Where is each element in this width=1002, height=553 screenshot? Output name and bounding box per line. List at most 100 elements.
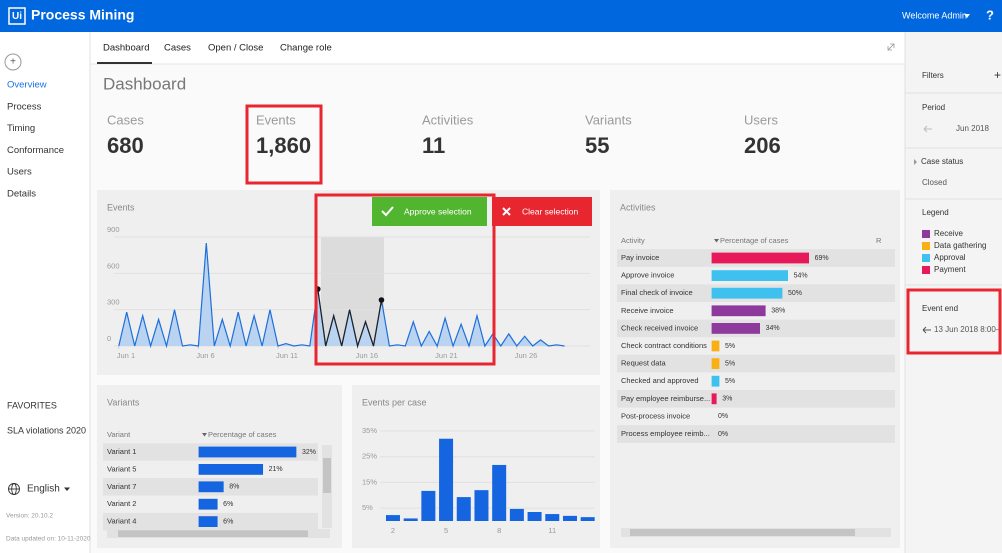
- expand-icon[interactable]: [887, 43, 895, 51]
- bar: [545, 514, 560, 521]
- x-tick-label: 8: [497, 526, 501, 535]
- column-header[interactable]: R: [876, 236, 882, 245]
- welcome[interactable]: Welcome Admin: [902, 10, 967, 20]
- nav-item[interactable]: Overview: [7, 80, 47, 91]
- tab[interactable]: Open / Close: [208, 43, 263, 54]
- back-arrow[interactable]: [922, 326, 931, 334]
- filters-title: Filters: [922, 71, 944, 80]
- value-label: 69%: [815, 255, 829, 262]
- help[interactable]: ?: [986, 7, 994, 22]
- favorite-item[interactable]: SLA violations 2020: [7, 425, 86, 435]
- row-label[interactable]: Post-process invoice: [621, 411, 690, 420]
- row-label[interactable]: Pay invoice: [621, 253, 659, 262]
- row-label[interactable]: Checked and approved: [621, 376, 699, 385]
- row-label[interactable]: Check contract conditions: [621, 341, 707, 350]
- version: Version: 20.10.2: [6, 513, 53, 520]
- dropdown-icon[interactable]: [64, 487, 70, 492]
- row-label[interactable]: Variant 2: [107, 499, 136, 508]
- bar: [527, 512, 542, 521]
- expand-arrow[interactable]: [914, 159, 917, 165]
- globe-icon[interactable]: [8, 483, 20, 495]
- tab[interactable]: Dashboard: [103, 43, 149, 54]
- kpi-label: Cases: [107, 112, 144, 127]
- nav-item[interactable]: Process: [7, 101, 42, 112]
- column-header[interactable]: Activity: [621, 236, 645, 245]
- row-label[interactable]: Check received invoice: [621, 323, 698, 332]
- sort-icon[interactable]: [714, 239, 719, 243]
- chart-title: Variants: [107, 397, 140, 407]
- close-icon[interactable]: [502, 207, 511, 216]
- row-label[interactable]: Variant 5: [107, 464, 136, 473]
- nav-item[interactable]: Details: [7, 189, 36, 200]
- bar: [474, 490, 489, 521]
- legend-label: Payment: [934, 265, 966, 274]
- approve-button[interactable]: [372, 197, 487, 226]
- row-label[interactable]: Variant 7: [107, 482, 136, 491]
- y-tick-label: 600: [107, 261, 120, 270]
- nav-item[interactable]: Timing: [7, 123, 35, 134]
- scroll-thumb[interactable]: [630, 529, 855, 536]
- value-label: 5%: [725, 378, 735, 385]
- case-status-title: Case status: [921, 157, 963, 166]
- kpi-value: 11: [422, 133, 445, 158]
- scroll-thumb[interactable]: [118, 530, 308, 537]
- bar: [711, 305, 766, 317]
- value-label: 54%: [794, 272, 808, 279]
- row-label[interactable]: Pay employee reimburse...: [621, 394, 710, 403]
- row-label[interactable]: Request data: [621, 359, 666, 368]
- add-button-label[interactable]: +: [10, 57, 16, 68]
- y-tick-label: 15%: [362, 477, 377, 486]
- row-label[interactable]: Final check of invoice: [621, 288, 693, 297]
- tab[interactable]: Cases: [164, 43, 191, 54]
- add-filter[interactable]: +: [994, 68, 1001, 82]
- highlight-box: [906, 288, 1002, 355]
- row-label[interactable]: Variant 4: [107, 517, 136, 526]
- bar: [711, 375, 720, 387]
- bar: [711, 287, 783, 299]
- column-header[interactable]: Percentage of cases: [720, 236, 789, 245]
- selection-handle[interactable]: [378, 297, 385, 303]
- highlight-box: [245, 104, 323, 185]
- chart-title: Events: [107, 202, 135, 212]
- selected-line: [318, 289, 382, 349]
- column-header[interactable]: Variant: [107, 430, 131, 439]
- x-tick-label: Jun 1: [117, 351, 135, 360]
- add-button[interactable]: [4, 53, 22, 71]
- clear-button[interactable]: [492, 197, 592, 226]
- period-value: Jun 2018: [956, 124, 989, 133]
- sort-icon[interactable]: [202, 433, 207, 437]
- bar: [492, 464, 507, 521]
- nav-item[interactable]: Conformance: [7, 145, 64, 156]
- scroll-thumb[interactable]: [323, 458, 331, 493]
- row-label[interactable]: Receive invoice: [621, 306, 674, 315]
- kpi-label: Activities: [422, 112, 474, 127]
- row-label[interactable]: Variant 1: [107, 447, 136, 456]
- row-label[interactable]: Approve invoice: [621, 271, 674, 280]
- period-title: Period: [922, 103, 945, 112]
- filter-panel: [905, 32, 1002, 553]
- value-label: 34%: [766, 325, 780, 332]
- bar: [711, 358, 720, 370]
- row-label[interactable]: Process employee reimb...: [621, 429, 710, 438]
- y-tick-label: 5%: [362, 503, 373, 512]
- clear-button-label[interactable]: Clear selection: [522, 206, 578, 216]
- value-label: 21%: [269, 466, 283, 473]
- column-header[interactable]: Percentage of cases: [208, 430, 277, 439]
- x-tick-label: 11: [548, 526, 556, 535]
- value-label: 5%: [725, 360, 735, 367]
- nav-item[interactable]: Users: [7, 167, 32, 178]
- logo-box: [8, 7, 26, 25]
- tab[interactable]: Change role: [280, 43, 332, 54]
- dropdown-icon[interactable]: [964, 14, 970, 18]
- y-tick-label: 25%: [362, 452, 377, 461]
- case-status-value: Closed: [922, 178, 947, 187]
- language[interactable]: English: [27, 484, 60, 495]
- highlight-box: [314, 193, 496, 366]
- y-tick-label: 300: [107, 298, 120, 307]
- x-tick-label: Jun 26: [515, 351, 538, 360]
- back-arrow[interactable]: [923, 125, 932, 133]
- check-icon[interactable]: [381, 206, 394, 217]
- kpi-value: 1,860: [256, 133, 311, 158]
- approve-button-label[interactable]: Approve selection: [404, 206, 472, 216]
